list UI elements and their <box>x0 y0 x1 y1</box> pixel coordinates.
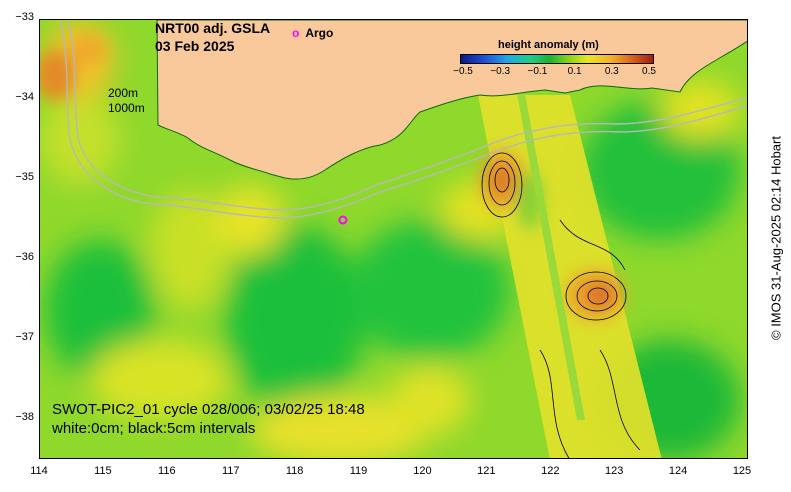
x-tick-label: 121 <box>477 465 496 477</box>
colorbar-title: height anomaly (m) <box>498 39 599 51</box>
x-tick-label: 120 <box>413 465 432 477</box>
argo-legend-icon: o <box>292 26 300 40</box>
x-tick-label: 123 <box>604 465 624 477</box>
colorbar-tick-label: 0.5 <box>642 66 656 77</box>
colorbar <box>460 54 654 64</box>
bathymetry-contours <box>59 20 747 219</box>
colorbar-tick-label: 0.3 <box>604 66 619 77</box>
argo-legend-label: Argo <box>305 26 334 40</box>
argo-float-marker[interactable] <box>338 215 348 225</box>
y-tick-label: −36 <box>15 251 34 263</box>
x-tick-label: 122 <box>541 465 560 477</box>
contour-interval-info: white:0cm; black:5cm intervals <box>52 420 256 437</box>
x-tick-label: 117 <box>221 465 240 477</box>
x-tick-label: 118 <box>285 465 304 477</box>
colorbar-tick-label: −0.1 <box>527 66 548 77</box>
product-date: 03 Feb 2025 <box>155 38 235 54</box>
colorbar-tick-label: −0.3 <box>490 66 511 77</box>
y-tick-label: −38 <box>15 411 34 423</box>
x-tick-label: 124 <box>668 465 688 477</box>
swath-contours <box>481 152 641 458</box>
colorbar-tick-label: −0.5 <box>453 66 473 77</box>
swot-pass-info: SWOT-PIC2_01 cycle 028/006; 03/02/25 18:… <box>52 401 365 418</box>
y-tick-label: −35 <box>15 171 34 183</box>
contour-label-200m: 200m <box>108 86 139 100</box>
nadir-gap <box>516 88 585 420</box>
x-tick-label: 115 <box>94 465 112 477</box>
map-frame <box>39 19 748 459</box>
argo-legend: o Argo <box>292 26 333 40</box>
x-tick-label: 125 <box>732 465 752 477</box>
contour-label-1000m: 1000m <box>108 101 145 115</box>
x-tick-label: 114 <box>30 465 48 477</box>
x-tick-label: 119 <box>349 465 368 477</box>
y-tick-label: −37 <box>15 331 34 343</box>
y-tick-label: −33 <box>15 11 34 23</box>
anomaly-map <box>40 20 747 458</box>
credit-label: © IMOS 31-Aug-2025 02:14 Hobart <box>768 136 784 340</box>
x-tick-label: 116 <box>158 465 176 477</box>
product-title: NRT00 adj. GSLA <box>155 20 271 36</box>
y-tick-label: −34 <box>15 91 34 103</box>
colorbar-tick-label: 0.1 <box>567 66 582 77</box>
